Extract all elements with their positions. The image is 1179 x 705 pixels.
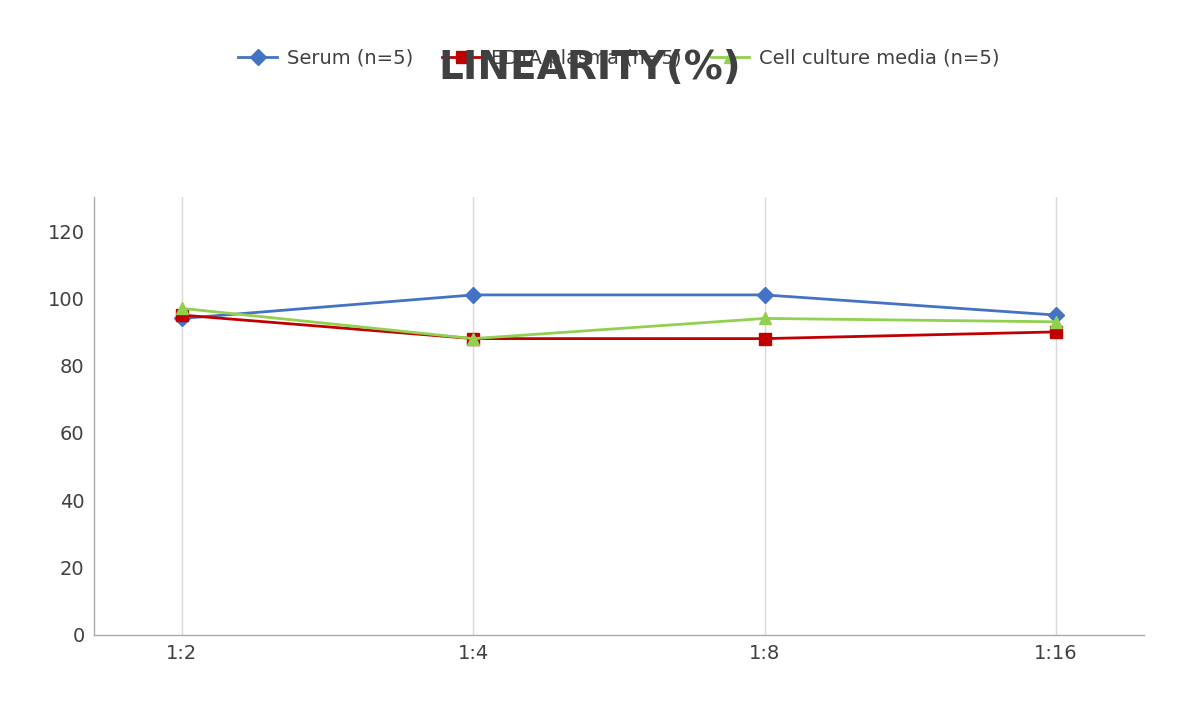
Cell culture media (n=5) [1049,317,1063,326]
EDTA plasma (n=5) [1049,328,1063,336]
Cell culture media (n=5) [466,334,480,343]
Line: Serum (n=5): Serum (n=5) [176,289,1062,324]
Serum (n=5) [758,290,772,299]
EDTA plasma (n=5) [174,311,189,319]
Serum (n=5) [466,290,480,299]
EDTA plasma (n=5) [758,334,772,343]
Line: EDTA plasma (n=5): EDTA plasma (n=5) [176,309,1062,344]
Line: Cell culture media (n=5): Cell culture media (n=5) [176,303,1062,344]
Cell culture media (n=5) [758,314,772,323]
Text: LINEARITY(%): LINEARITY(%) [439,49,740,87]
Cell culture media (n=5) [174,304,189,312]
Legend: Serum (n=5), EDTA plasma (n=5), Cell culture media (n=5): Serum (n=5), EDTA plasma (n=5), Cell cul… [230,41,1008,75]
Serum (n=5) [174,314,189,323]
Serum (n=5) [1049,311,1063,319]
EDTA plasma (n=5) [466,334,480,343]
